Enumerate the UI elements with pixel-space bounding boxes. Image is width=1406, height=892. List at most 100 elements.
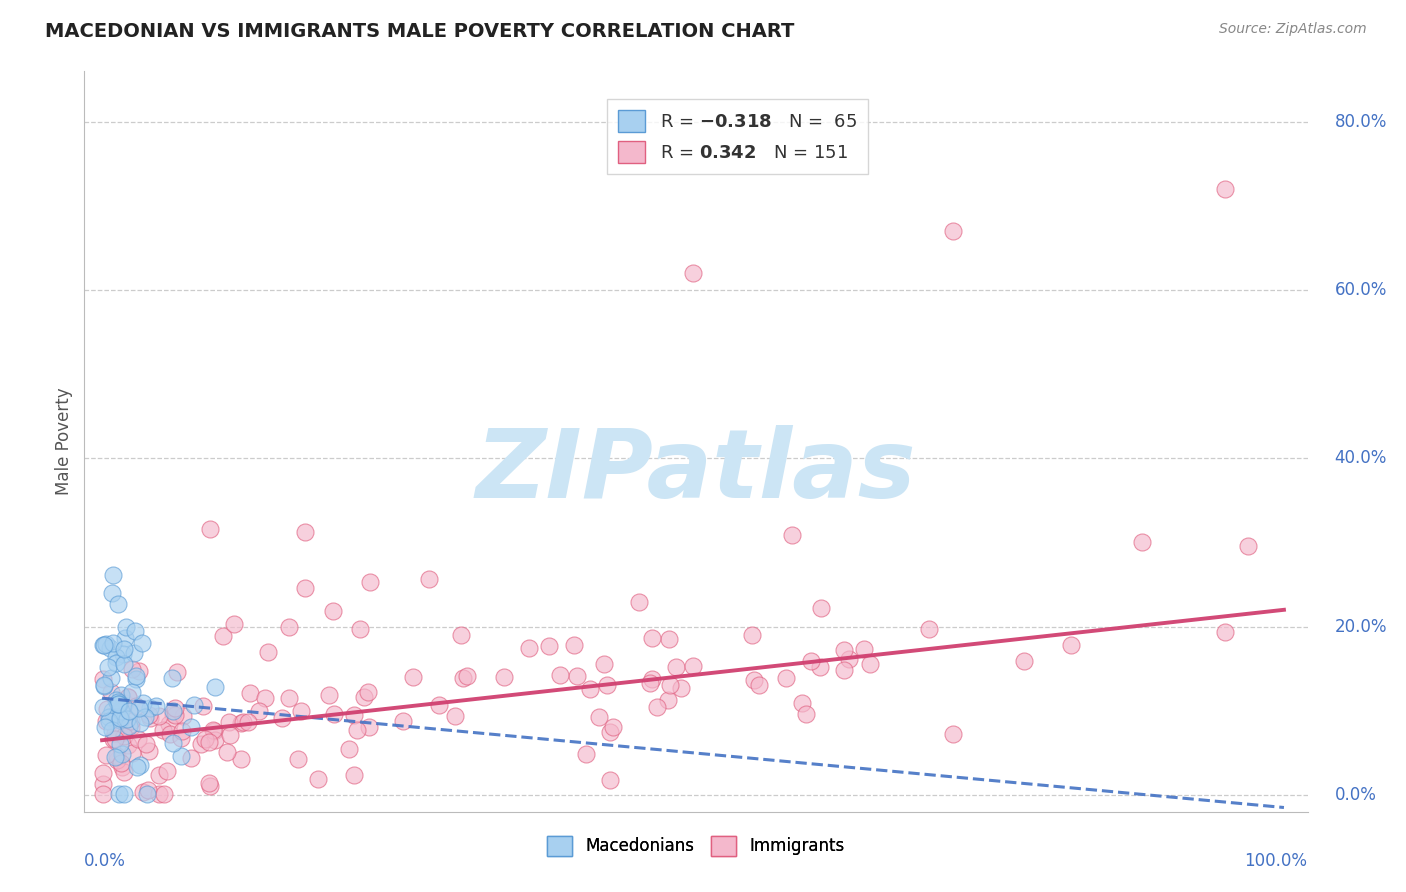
Y-axis label: Male Poverty: Male Poverty [55, 388, 73, 495]
Point [201, 723, 224, 737]
Point [103, 636, 125, 650]
Point [94, 714, 117, 729]
Point [139, 711, 162, 725]
Point [162, 735, 184, 749]
Point [942, 727, 965, 741]
Point [138, 782, 160, 797]
Point [138, 708, 160, 723]
Point [159, 727, 181, 741]
Point [834, 663, 856, 677]
Point [107, 694, 129, 708]
Point [253, 691, 276, 706]
Point [682, 659, 704, 673]
Point [239, 686, 262, 700]
Point [111, 698, 134, 712]
Point [427, 698, 450, 713]
Point [808, 659, 831, 673]
Point [93, 638, 115, 652]
Point [322, 604, 344, 618]
Point [204, 680, 226, 694]
Point [229, 751, 252, 765]
Point [231, 715, 253, 730]
Point [91, 673, 114, 687]
Point [159, 717, 181, 731]
Point [107, 698, 129, 712]
Point [105, 706, 128, 721]
Point [111, 648, 134, 662]
Point [832, 643, 855, 657]
Point [191, 699, 214, 714]
Point [172, 709, 194, 723]
Point [112, 641, 135, 656]
Point [91, 787, 114, 801]
Point [775, 671, 797, 685]
Point [104, 731, 127, 746]
Point [918, 622, 941, 636]
Legend: Macedonians, Immigrants: Macedonians, Immigrants [540, 829, 852, 863]
Point [337, 741, 360, 756]
Point [134, 710, 156, 724]
Point [91, 638, 114, 652]
Point [128, 700, 150, 714]
Point [108, 787, 131, 801]
Point [105, 753, 128, 767]
Point [121, 746, 143, 760]
Point [117, 690, 139, 704]
Point [741, 627, 763, 641]
Point [162, 704, 184, 718]
Point [104, 725, 127, 739]
Point [346, 723, 368, 738]
Point [166, 665, 188, 679]
Point [657, 692, 679, 706]
Point [104, 657, 127, 671]
Point [579, 681, 602, 696]
Point [494, 670, 516, 684]
Point [93, 679, 115, 693]
Point [592, 657, 614, 672]
Point [93, 678, 115, 692]
Point [859, 657, 882, 671]
Point [198, 779, 221, 793]
Point [148, 787, 170, 801]
Point [257, 645, 280, 659]
Point [294, 581, 316, 595]
Point [135, 738, 157, 752]
Point [810, 600, 832, 615]
Point [121, 662, 143, 676]
Point [122, 646, 145, 660]
Point [104, 692, 127, 706]
Point [170, 748, 193, 763]
Text: 80.0%: 80.0% [1334, 113, 1386, 131]
Point [112, 764, 135, 779]
Point [104, 649, 127, 664]
Text: MACEDONIAN VS IMMIGRANTS MALE POVERTY CORRELATION CHART: MACEDONIAN VS IMMIGRANTS MALE POVERTY CO… [45, 22, 794, 41]
Point [135, 787, 157, 801]
Point [170, 724, 193, 739]
Point [599, 725, 621, 739]
Point [127, 731, 149, 746]
Point [117, 738, 139, 752]
Point [124, 624, 146, 638]
Point [392, 714, 415, 728]
Point [132, 696, 155, 710]
Point [349, 622, 371, 636]
Point [97, 714, 120, 728]
Point [277, 691, 299, 706]
Point [1130, 535, 1153, 549]
Point [671, 681, 693, 696]
Point [153, 787, 176, 801]
Point [356, 684, 378, 698]
Point [645, 700, 668, 714]
Point [96, 637, 118, 651]
Point [170, 731, 193, 746]
Point [658, 678, 681, 692]
Point [318, 688, 340, 702]
Point [165, 701, 187, 715]
Point [108, 713, 131, 727]
Point [353, 690, 375, 704]
Point [443, 709, 465, 723]
Point [1213, 182, 1236, 196]
Point [322, 706, 344, 721]
Point [148, 768, 170, 782]
Point [748, 678, 770, 692]
